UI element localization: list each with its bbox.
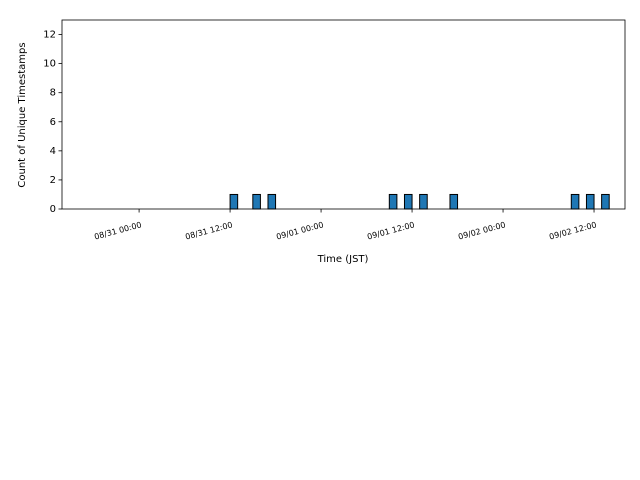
y-axis-label: Count of Unique Timestamps (17, 42, 28, 187)
bar (403, 193, 413, 210)
y-tick-label: 0 (50, 204, 56, 215)
y-tick-label: 8 (50, 88, 56, 99)
x-axis-label: Time (JST) (317, 254, 369, 265)
y-tick-label: 10 (43, 59, 56, 70)
x-tick-label: 09/01 00:00 (275, 220, 324, 241)
bar (601, 193, 610, 210)
bar (229, 193, 239, 210)
bar (419, 193, 428, 210)
y-tick-label: 12 (43, 30, 56, 41)
x-tick-label: 08/31 00:00 (93, 220, 142, 241)
y-tick-label: 4 (50, 146, 56, 157)
bar (388, 193, 398, 210)
x-tick-label: 09/02 12:00 (548, 220, 597, 241)
x-tick-label: 09/02 00:00 (457, 220, 506, 241)
y-tick-label: 2 (50, 175, 56, 186)
y-tick-label: 6 (50, 117, 56, 128)
bar (252, 193, 261, 210)
bar (585, 193, 595, 210)
bar (570, 193, 580, 210)
x-tick-label: 08/31 12:00 (184, 220, 233, 241)
bar (449, 193, 459, 210)
x-tick-label: 09/01 12:00 (366, 220, 415, 241)
bar (267, 193, 277, 210)
plot-frame (61, 19, 626, 210)
